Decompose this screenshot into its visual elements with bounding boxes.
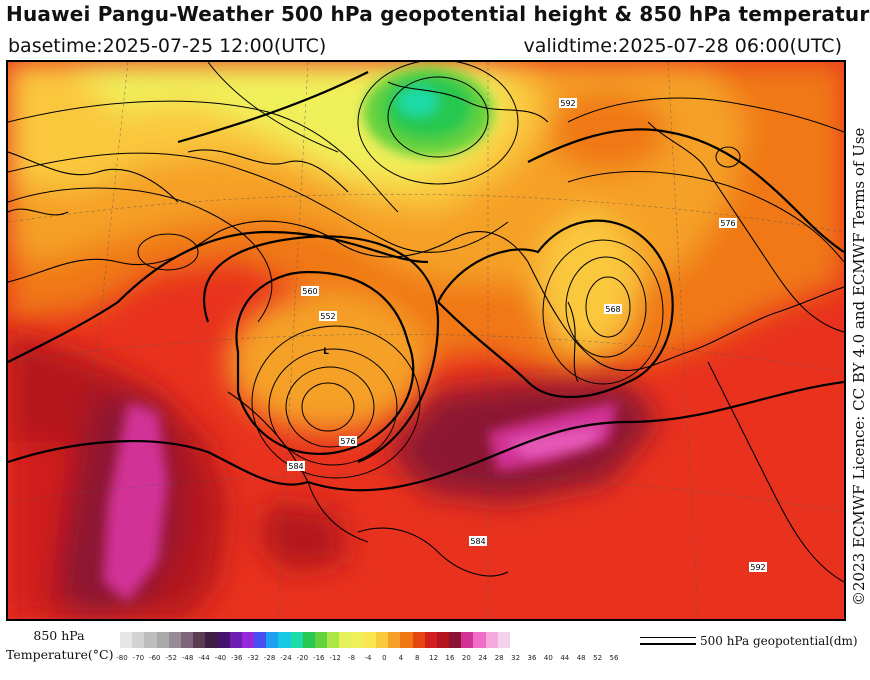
licence-text: ©2023 ECMWF Licence: CC BY 4.0 and ECMWF… (850, 127, 868, 606)
contour-label: 592 (749, 562, 767, 572)
contour-label: 568 (604, 304, 622, 314)
colorbar-tick-label: 56 (609, 654, 619, 662)
colorbar-swatch (351, 632, 364, 648)
contour-label: 576 (719, 218, 737, 228)
svg-text:584: 584 (470, 537, 485, 546)
colorbar-tick-label: 20 (461, 654, 471, 662)
contour-label: 560 (301, 286, 319, 296)
colorbar-tick-label: 28 (494, 654, 504, 662)
basetime-label: basetime:2025-07-25 12:00(UTC) (8, 35, 327, 57)
graticule (8, 62, 844, 619)
contour-label: 552 (319, 311, 337, 321)
geopotential-thin-line (640, 637, 696, 638)
colorbar-tick-label: -4 (364, 654, 372, 662)
svg-text:592: 592 (560, 99, 575, 108)
colorbar-tick-label: -36 (231, 654, 243, 662)
colorbar-tick-label: -80 (116, 654, 128, 662)
colorbar-tick-label: -8 (348, 654, 356, 662)
colorbar-swatch (254, 632, 267, 648)
colorbar-swatch (388, 632, 401, 648)
colorbar-swatch (132, 632, 145, 648)
colorbar-tick-label: 48 (576, 654, 586, 662)
contour-label: 592 (559, 98, 577, 108)
svg-text:592: 592 (750, 563, 765, 572)
low-pressure-marker: L (323, 347, 329, 357)
colorbar-swatch (436, 632, 450, 648)
colorbar-tick-label: 8 (414, 654, 420, 662)
colorbar-swatch (485, 632, 498, 648)
geopotential-legend-label: 500 hPa geopotential(dm) (700, 634, 858, 648)
colorbar-tick-label: -40 (214, 654, 227, 662)
chart-title: Huawei Pangu-Weather 500 hPa geopotentia… (6, 2, 870, 26)
colorbar-swatch (205, 632, 218, 648)
temperature-legend-label-line2: Temperature(°C) (6, 647, 114, 662)
geopotential-thick-line (640, 643, 696, 645)
svg-text:576: 576 (720, 219, 735, 228)
colorbar-swatch (217, 632, 230, 648)
contour-label: 584 (287, 461, 305, 471)
temperature-legend-label-line1: 850 hPa (33, 628, 85, 643)
colorbar-swatch (290, 632, 303, 648)
colorbar-tick-label: -16 (313, 654, 325, 662)
colorbar-swatch (339, 632, 352, 648)
colorbar-tick-label: 16 (445, 654, 455, 662)
colorbar-swatch (278, 632, 291, 648)
colorbar-swatch (449, 632, 462, 648)
colorbar-tick-label: -48 (181, 654, 194, 662)
colorbar-tick-label: -12 (329, 654, 341, 662)
colorbar-swatch (375, 632, 389, 648)
colorbar-swatch (400, 632, 413, 648)
temperature-legend-label: 850 hPa Temperature(°C) (6, 626, 114, 664)
contour-label: 576 (339, 436, 357, 446)
temperature-colorbar (120, 632, 510, 648)
colorbar-swatch (302, 632, 315, 648)
svg-text:568: 568 (605, 305, 620, 314)
colorbar-swatch (315, 632, 328, 648)
svg-text:560: 560 (302, 287, 317, 296)
colorbar-swatch (193, 632, 206, 648)
colorbar-tick-label: -32 (247, 654, 259, 662)
validtime-label: validtime:2025-07-28 06:00(UTC) (523, 35, 842, 57)
colorbar-tick-label: 40 (543, 654, 553, 662)
colorbar-tick-label: -28 (263, 654, 276, 662)
colorbar-swatch (156, 632, 169, 648)
colorbar-tick-label: -44 (198, 654, 210, 662)
colorbar-swatch (327, 632, 340, 648)
colorbar-tick-label: 12 (429, 654, 439, 662)
colorbar-tick-label: -24 (280, 654, 292, 662)
colorbar-tick-label: 4 (398, 654, 404, 662)
colorbar-swatch (168, 632, 181, 648)
colorbar-tick-label: -52 (165, 654, 177, 662)
colorbar-swatch (180, 632, 194, 648)
geopotential-contours (8, 62, 844, 492)
colorbar-tick-label: -20 (296, 654, 309, 662)
colorbar-tick-label: 24 (478, 654, 488, 662)
colorbar-tick-label: 32 (511, 654, 521, 662)
colorbar-swatch (363, 632, 376, 648)
contour-labels: 552 560 568 576 584 592 576 584 592 (287, 98, 767, 572)
svg-text:576: 576 (340, 437, 355, 446)
colorbar-swatch (424, 632, 437, 648)
colorbar-swatch (120, 632, 133, 648)
colorbar-tick-label: 44 (560, 654, 570, 662)
colorbar-swatch (461, 632, 474, 648)
contour-label: 584 (469, 536, 487, 546)
colorbar-swatch (144, 632, 157, 648)
colorbar-swatch (497, 632, 510, 648)
colorbar-tick-label: 36 (527, 654, 537, 662)
colorbar-swatch (241, 632, 255, 648)
colorbar-tick-label: 0 (382, 654, 387, 662)
colorbar-tick-label: -70 (132, 654, 145, 662)
temperature-field (8, 62, 844, 619)
svg-text:584: 584 (288, 462, 303, 471)
colorbar-tick-label: -60 (149, 654, 161, 662)
colorbar-swatch (412, 632, 425, 648)
svg-text:552: 552 (320, 312, 335, 321)
weather-map: 552 560 568 576 584 592 576 584 592 L (6, 60, 846, 621)
colorbar-tick-label: 52 (593, 654, 603, 662)
colorbar-swatch (229, 632, 242, 648)
colorbar-swatch (473, 632, 486, 648)
colorbar-swatch (266, 632, 279, 648)
